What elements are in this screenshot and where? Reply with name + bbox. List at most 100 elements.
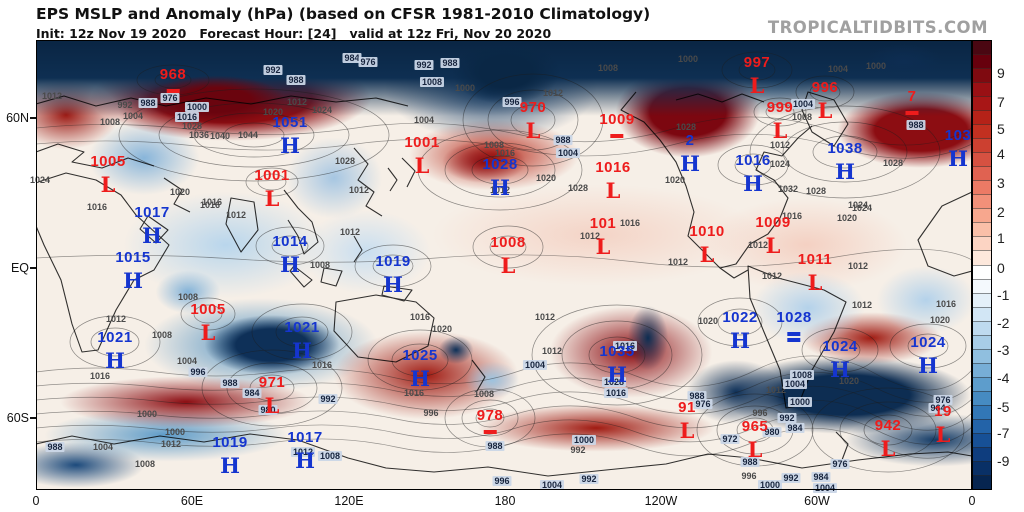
- colorbar-cell: [973, 362, 991, 377]
- contour-label: 1028: [181, 121, 203, 131]
- low-letter: L: [200, 320, 216, 345]
- high-pressure-marker: 103 H: [945, 127, 972, 171]
- contour-label: 1024: [769, 159, 791, 169]
- low-pressure-marker: 965 L: [742, 418, 769, 462]
- contour-label: 988: [45, 442, 65, 452]
- contour-label: 980: [762, 427, 782, 437]
- high-letter: H: [105, 348, 125, 373]
- high-pressure-marker: 1021 H: [97, 329, 132, 373]
- contour-label: 1012: [339, 227, 361, 237]
- low-pressure-marker: 91 L: [678, 399, 696, 443]
- contour-label: 996: [752, 408, 768, 418]
- contour-label: 1024: [29, 175, 51, 185]
- contour-label: 984: [811, 472, 831, 482]
- pressure-value: 1021: [284, 319, 320, 336]
- low-letter: L: [880, 436, 896, 461]
- colorbar-cell: [973, 96, 991, 111]
- contour-label: 1004: [782, 379, 808, 389]
- low-pressure-marker: 1009: [599, 111, 634, 138]
- contour-label: 976: [693, 399, 713, 409]
- contour-label: 1016: [409, 312, 431, 322]
- anomaly-colorbar: [972, 40, 992, 490]
- contour-label: 1012: [765, 385, 787, 395]
- colorbar-cell: [973, 82, 991, 97]
- low-pressure-marker: 978: [477, 407, 504, 434]
- colorbar-label: -2: [997, 315, 1010, 331]
- contour-label: 984: [342, 53, 362, 63]
- high-letter: H: [220, 453, 240, 478]
- colorbar-cell: [973, 418, 991, 433]
- high-pressure-marker: 1016 H: [735, 152, 770, 196]
- colorbar-cell: [973, 194, 991, 209]
- low-pressure-marker: 1001 L: [254, 167, 289, 211]
- lat-label: EQ: [10, 261, 29, 275]
- pressure-value: 1038: [827, 140, 863, 157]
- colorbar-label: 4: [997, 146, 1005, 162]
- contour-label: 1004: [122, 111, 144, 121]
- high-letter: H: [490, 175, 510, 200]
- colorbar-label: -1: [997, 287, 1010, 303]
- contour-label: 988: [906, 120, 926, 130]
- high-letter: H: [607, 362, 627, 387]
- pressure-value: 1028: [482, 156, 518, 173]
- low-letter: L: [525, 118, 541, 143]
- contour-label: 1020: [262, 107, 284, 117]
- pressure-value: 1024: [910, 334, 946, 351]
- colorbar-cell: [973, 446, 991, 461]
- colorbar-label: -3: [997, 342, 1010, 358]
- pressure-value: 1011: [797, 251, 833, 268]
- contour-label: 1000: [184, 102, 210, 112]
- contour-label: 1016: [89, 371, 111, 381]
- high-letter: H: [948, 146, 968, 171]
- pressure-value: 970: [519, 99, 547, 116]
- pressure-value: 1016: [735, 152, 771, 169]
- contour-label: 1008: [151, 330, 173, 340]
- pressure-value: 1005: [190, 301, 226, 318]
- high-pressure-marker: 1017 H: [287, 429, 322, 473]
- pressure-value: 999: [766, 99, 794, 116]
- pressure-value: 971: [258, 374, 286, 391]
- contour-label: 1012: [847, 261, 869, 271]
- low-letter: L: [264, 393, 280, 418]
- low-letter: L: [679, 418, 695, 443]
- pressure-value: 1009: [755, 214, 791, 231]
- low-pressure-marker: 7: [905, 88, 919, 115]
- dash-symbol: [166, 89, 180, 93]
- contour-label: 996: [741, 471, 757, 481]
- pressure-value: 1009: [599, 111, 635, 128]
- contour-label: 1000: [454, 83, 476, 93]
- high-letter: H: [280, 252, 300, 277]
- high-letter: H: [730, 328, 750, 353]
- contour-label: 1020: [431, 324, 453, 334]
- contour-label: 1012: [542, 88, 564, 98]
- contour-label: 1032: [777, 184, 799, 194]
- contour-label: 1000: [787, 397, 813, 407]
- high-letter: H: [280, 133, 300, 158]
- colorbar-cell: [973, 208, 991, 223]
- low-pressure-marker: 1011 L: [798, 251, 833, 295]
- colorbar-label: 1: [997, 230, 1005, 246]
- high-pressure-marker: 1017 H: [134, 204, 169, 248]
- high-pressure-marker: 1038 H: [827, 140, 862, 184]
- colorbar-cell: [973, 180, 991, 195]
- colorbar-cell: [973, 306, 991, 321]
- low-letter: L: [264, 186, 280, 211]
- map-linework: [36, 51, 972, 477]
- pressure-value: 1008: [490, 234, 526, 251]
- pressure-value: 1016: [595, 159, 631, 176]
- colorbar-cell: [973, 236, 991, 251]
- high-pressure-marker: 1019 H: [212, 434, 247, 478]
- colorbar-cell: [973, 348, 991, 363]
- contour-label: 996: [188, 367, 208, 377]
- contour-label: 1016: [86, 202, 108, 212]
- low-pressure-marker: 1010 L: [689, 223, 724, 267]
- pressure-value: 997: [743, 54, 771, 71]
- contour-label: 996: [423, 408, 439, 418]
- high-letter: H: [410, 366, 430, 391]
- high-pressure-marker: 1015 H: [115, 249, 150, 293]
- contour-label: 1012: [851, 300, 873, 310]
- contour-label: 1008: [473, 389, 495, 399]
- contour-label: 1016: [619, 218, 641, 228]
- contour-label: 1024: [311, 105, 333, 115]
- low-pressure-marker: 1008 L: [490, 234, 525, 278]
